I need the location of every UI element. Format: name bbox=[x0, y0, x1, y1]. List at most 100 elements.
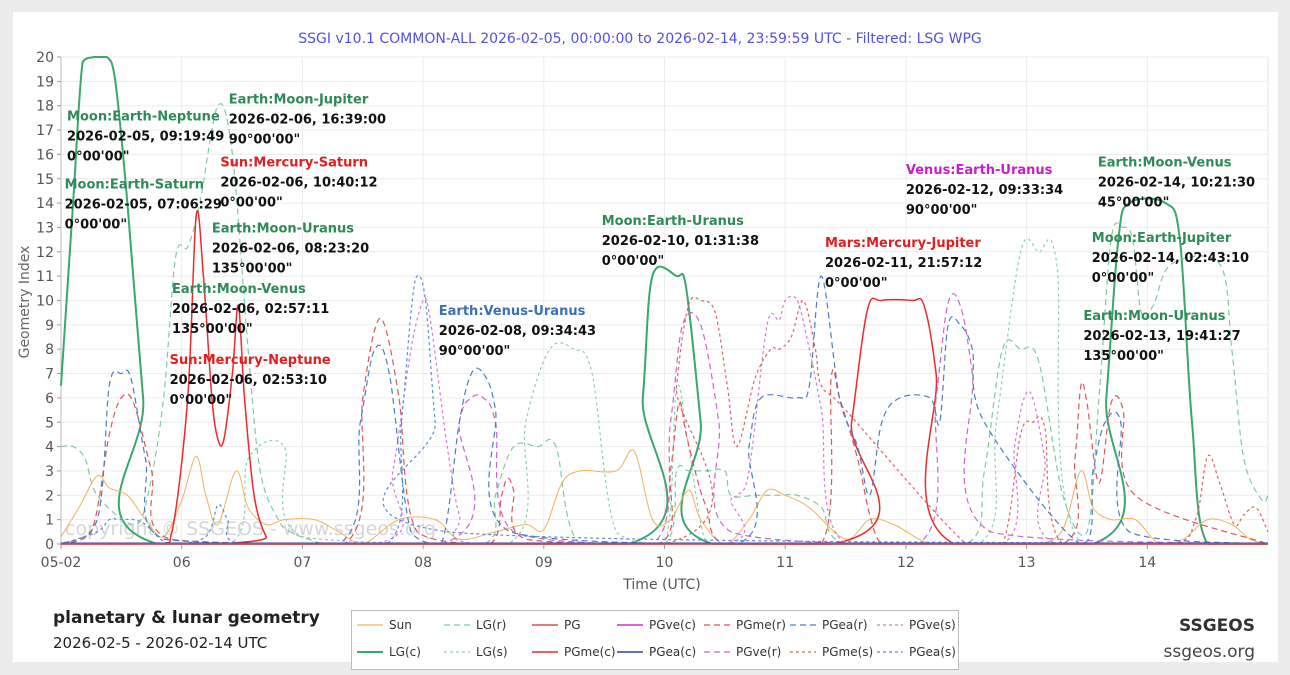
y-tick-label: 9 bbox=[45, 318, 54, 334]
annotation-detail: 90°00'00" bbox=[906, 203, 978, 218]
y-tick-label: 13 bbox=[36, 220, 54, 236]
annotation-title: Sun:Mercury-Neptune bbox=[170, 353, 331, 368]
legend-item-lgc[interactable]: LG(c) bbox=[357, 642, 421, 662]
legend-label: PGme(c) bbox=[564, 645, 616, 659]
annotation-title: Earth:Venus-Uranus bbox=[439, 304, 586, 319]
legend-swatch bbox=[532, 624, 558, 626]
y-axis-label: Geometry Index bbox=[17, 246, 33, 359]
x-tick-label: 11 bbox=[776, 555, 794, 571]
annotation-detail: 2026-02-05, 07:06:29 bbox=[65, 197, 222, 212]
x-tick-label: 13 bbox=[1018, 555, 1036, 571]
legend-item-lgs[interactable]: LG(s) bbox=[444, 642, 508, 662]
legend-item-pgeas[interactable]: PGea(s) bbox=[877, 642, 956, 662]
annotation-detail: 135°00'00" bbox=[212, 261, 293, 276]
legend-label: LG(r) bbox=[476, 618, 507, 632]
legend-item-pgmer[interactable]: PGme(r) bbox=[704, 615, 786, 635]
series-pgver-line bbox=[61, 293, 1269, 545]
x-tick-label: 09 bbox=[535, 555, 553, 571]
legend-label: PGea(r) bbox=[822, 618, 868, 632]
series-lgc-line bbox=[60, 56, 1268, 546]
annotation-detail: 2026-02-10, 01:31:38 bbox=[602, 234, 759, 249]
legend-swatch bbox=[790, 624, 816, 626]
annotation-detail: 2026-02-05, 09:19:49 bbox=[67, 129, 224, 144]
legend-item-pgves[interactable]: PGve(s) bbox=[877, 615, 956, 635]
annotation-detail: 2026-02-11, 21:57:12 bbox=[825, 256, 982, 271]
legend-swatch bbox=[617, 624, 643, 626]
y-tick-label: 0 bbox=[45, 537, 54, 553]
y-tick-label: 15 bbox=[36, 172, 54, 188]
legend-swatch bbox=[877, 651, 903, 653]
legend-label: LG(s) bbox=[476, 645, 508, 659]
footer-dates: 2026-02-5 - 2026-02-14 UTC bbox=[53, 634, 268, 652]
y-tick-label: 12 bbox=[36, 245, 54, 261]
annotation-detail: 0°00'00" bbox=[67, 149, 129, 164]
annotation-title: Mars:Mercury-Jupiter bbox=[825, 236, 981, 251]
legend-item-pgeac[interactable]: PGea(c) bbox=[617, 642, 696, 662]
chart-card: 0 1 2 3 4 5 6 7 8 9 10 11 12 13 14 15 16 17 18 19 20 05-02 06 0… bbox=[13, 12, 1278, 670]
annotation-detail: 90°00'00" bbox=[229, 132, 301, 147]
legend-item-pgmes[interactable]: PGme(s) bbox=[790, 642, 873, 662]
watermark: copyright © SSGEOS - www.ssgeos.org bbox=[65, 518, 436, 540]
annotation-detail: 45°00'00" bbox=[1098, 196, 1170, 211]
legend-item-pg[interactable]: PG bbox=[532, 615, 581, 635]
legend-swatch bbox=[444, 651, 470, 653]
legend-label: PGea(c) bbox=[649, 645, 697, 659]
chart-title: SSGI v10.1 COMMON-ALL 2026-02-05, 00:00:… bbox=[298, 31, 981, 47]
x-tick-label: 05-02 bbox=[41, 555, 82, 571]
legend-item-sun[interactable]: Sun bbox=[357, 615, 412, 635]
y-tick-label: 18 bbox=[36, 99, 54, 115]
annotation-title: Moon:Earth-Jupiter bbox=[1092, 231, 1232, 246]
x-axis-label: Time (UTC) bbox=[622, 577, 700, 593]
brand-name: SSGEOS bbox=[1179, 616, 1255, 636]
annotation-detail: 2026-02-13, 19:41:27 bbox=[1083, 329, 1240, 344]
y-tick-label: 10 bbox=[36, 294, 54, 310]
y-tick-label: 1 bbox=[45, 513, 54, 529]
y-tick-label: 20 bbox=[36, 50, 54, 66]
legend-swatch bbox=[444, 624, 470, 626]
legend-label: PGme(r) bbox=[736, 618, 786, 632]
annotation-detail: 2026-02-14, 02:43:10 bbox=[1092, 251, 1249, 266]
annotation-detail: 2026-02-06, 02:53:10 bbox=[170, 373, 327, 388]
y-tick-label: 8 bbox=[45, 342, 54, 358]
x-tick-label: 10 bbox=[656, 555, 674, 571]
annotation-detail: 135°00'00" bbox=[172, 322, 253, 337]
legend-item-pgvec[interactable]: PGve(c) bbox=[617, 615, 696, 635]
legend-swatch bbox=[704, 624, 730, 626]
annotations-group: Moon:Earth-Neptune 2026-02-05, 09:19:49 0°… bbox=[65, 92, 1255, 408]
legend-label: PGea(s) bbox=[909, 645, 956, 659]
legend-label: PG bbox=[564, 618, 581, 632]
x-tick-label: 06 bbox=[173, 555, 191, 571]
y-tick-label: 11 bbox=[36, 269, 54, 285]
series-pgmec-line bbox=[61, 209, 1268, 545]
legend-label: PGve(r) bbox=[736, 645, 782, 659]
y-tick-label: 16 bbox=[36, 147, 54, 163]
legend-swatch bbox=[790, 651, 816, 653]
y-tick-label: 5 bbox=[45, 415, 54, 431]
series-pgves-line bbox=[61, 295, 1268, 545]
x-tick-label: 08 bbox=[414, 555, 432, 571]
annotation-title: Earth:Moon-Jupiter bbox=[229, 92, 369, 107]
legend-item-pgver[interactable]: PGve(r) bbox=[704, 642, 781, 662]
legend-item-lgr[interactable]: LG(r) bbox=[444, 615, 506, 635]
legend-swatch bbox=[357, 651, 383, 653]
annotation-title: Moon:Earth-Saturn bbox=[65, 177, 204, 192]
annotation-title: Earth:Moon-Uranus bbox=[212, 221, 354, 236]
annotation-detail: 2026-02-06, 08:23:20 bbox=[212, 241, 369, 256]
series-lgs-line bbox=[61, 238, 1268, 545]
annotation-detail: 135°00'00" bbox=[1083, 349, 1164, 364]
annotation-detail: 2026-02-08, 09:34:43 bbox=[439, 324, 596, 339]
x-tick-label: 12 bbox=[897, 555, 915, 571]
site-link[interactable]: ssgeos.org bbox=[1163, 642, 1255, 662]
legend-item-pgear[interactable]: PGea(r) bbox=[790, 615, 868, 635]
annotation-detail: 0°00'00" bbox=[65, 217, 127, 232]
annotation-detail: 0°00'00" bbox=[1092, 271, 1154, 286]
y-tick-label: 3 bbox=[45, 464, 54, 480]
annotation-title: Earth:Moon-Venus bbox=[1098, 156, 1232, 171]
footer-title: planetary & lunar geometry bbox=[53, 608, 320, 628]
annotation-detail: 0°00'00" bbox=[170, 393, 232, 408]
annotation-detail: 2026-02-06, 16:39:00 bbox=[229, 112, 386, 127]
legend-item-pgmec[interactable]: PGme(c) bbox=[532, 642, 616, 662]
legend-label: LG(c) bbox=[389, 645, 421, 659]
